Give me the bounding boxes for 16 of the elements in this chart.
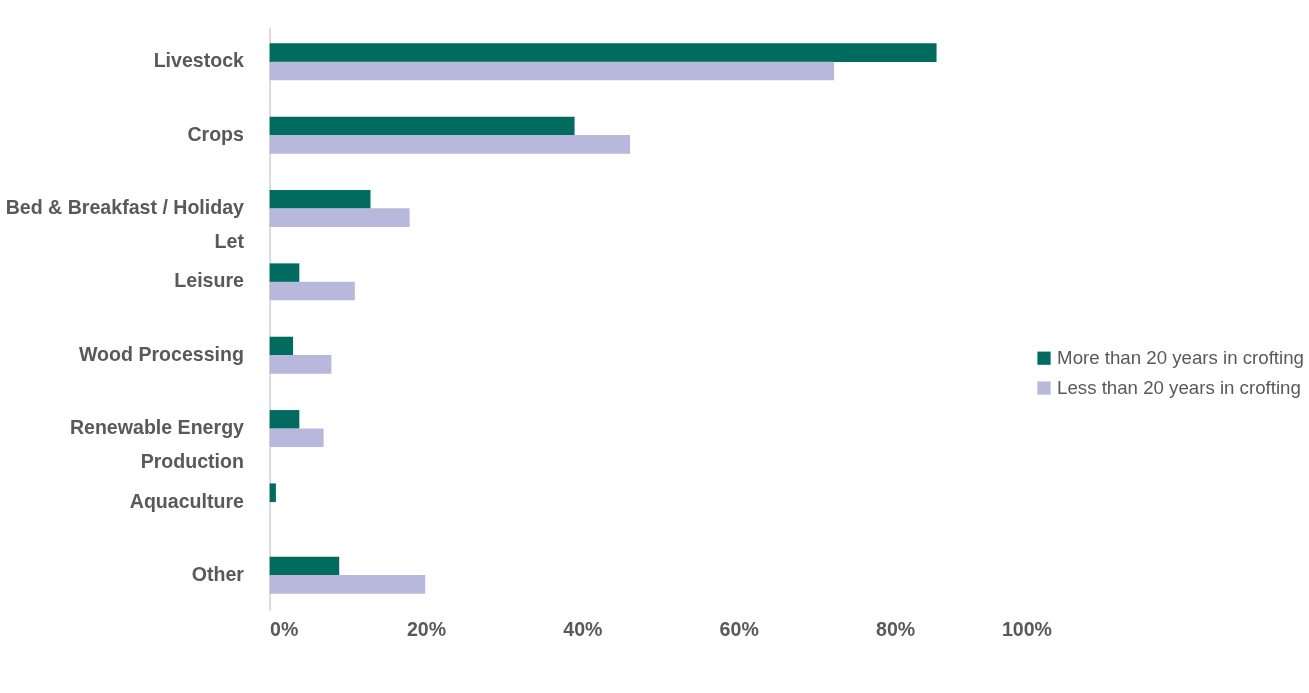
x-tick-label: 40% (563, 617, 603, 640)
legend-label: More than 20 years in crofting (1057, 346, 1304, 368)
y-tick-label: Aquaculture (129, 489, 245, 512)
y-tick-label: Renewable Energy Production (69, 416, 245, 472)
x-tick-label: 0% (270, 617, 299, 640)
x-tick-label: 60% (719, 617, 759, 640)
y-tick-label: Livestock (153, 49, 245, 72)
y-tick-label: Bed & Breakfast / Holiday Let (5, 196, 245, 252)
x-tick-label: 100% (1001, 617, 1052, 640)
x-tick-label: 80% (875, 617, 916, 640)
legend-label: Less than 20 years in crofting (1057, 376, 1301, 398)
y-tick-label: Leisure (174, 269, 245, 292)
y-tick-label: Crops (187, 122, 245, 145)
y-tick-label: Other (191, 562, 245, 585)
x-tick-label: 20% (406, 617, 447, 640)
y-tick-label: Wood Processing (78, 342, 244, 365)
